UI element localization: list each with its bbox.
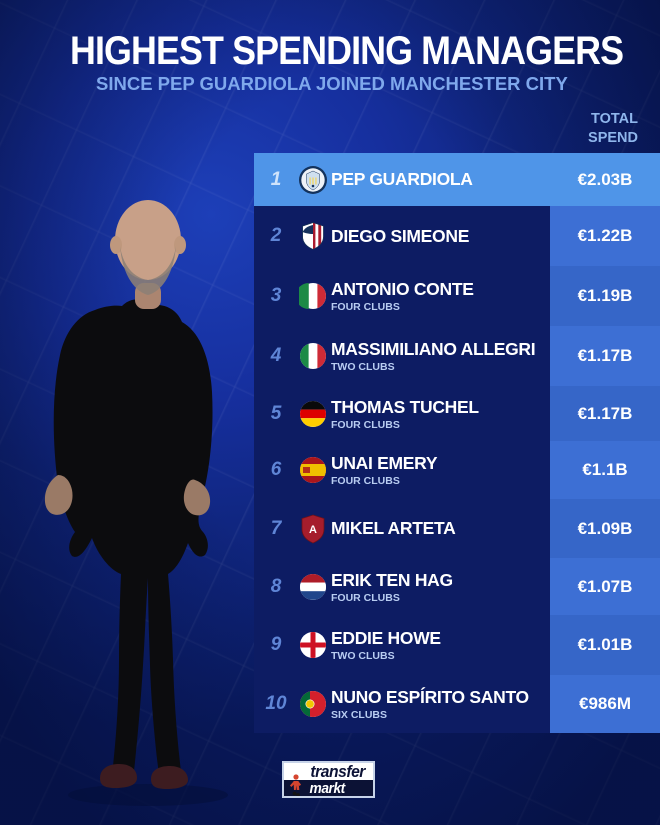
svg-text:A: A — [309, 524, 317, 536]
